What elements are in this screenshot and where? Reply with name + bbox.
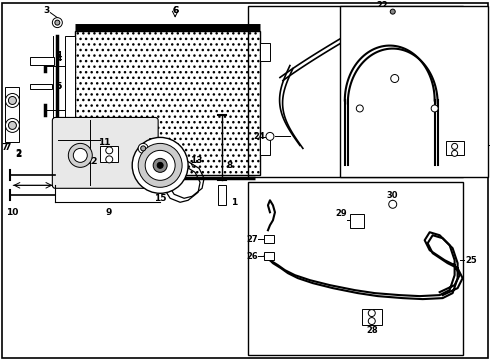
Bar bbox=[264, 252, 274, 260]
Circle shape bbox=[132, 138, 188, 193]
Text: 25: 25 bbox=[466, 256, 477, 265]
Circle shape bbox=[388, 6, 398, 17]
Text: 2: 2 bbox=[15, 149, 22, 158]
Text: 18: 18 bbox=[424, 98, 436, 107]
Circle shape bbox=[68, 143, 92, 167]
Circle shape bbox=[390, 9, 395, 14]
Text: 3: 3 bbox=[43, 6, 49, 15]
Bar bbox=[264, 235, 274, 243]
Text: 15: 15 bbox=[154, 194, 167, 203]
Circle shape bbox=[74, 148, 87, 162]
Circle shape bbox=[431, 105, 438, 112]
Text: 20: 20 bbox=[354, 98, 366, 107]
Text: 5: 5 bbox=[55, 82, 62, 91]
Bar bbox=[362, 309, 382, 325]
Circle shape bbox=[138, 143, 182, 187]
Bar bbox=[248, 6, 463, 177]
Circle shape bbox=[389, 200, 397, 208]
Text: 9: 9 bbox=[105, 208, 111, 217]
Text: 6: 6 bbox=[172, 6, 178, 15]
Bar bbox=[350, 214, 364, 228]
Bar bbox=[445, 141, 464, 156]
Circle shape bbox=[266, 132, 274, 140]
Circle shape bbox=[356, 105, 363, 112]
Text: 7: 7 bbox=[1, 143, 8, 152]
Bar bbox=[248, 182, 463, 355]
Circle shape bbox=[389, 28, 397, 37]
Circle shape bbox=[52, 18, 62, 28]
Text: 4: 4 bbox=[55, 54, 62, 63]
Circle shape bbox=[153, 158, 167, 172]
Circle shape bbox=[368, 318, 375, 325]
Text: 24: 24 bbox=[253, 132, 265, 141]
Circle shape bbox=[8, 121, 16, 129]
Text: 21: 21 bbox=[464, 18, 475, 27]
Circle shape bbox=[141, 146, 146, 151]
Bar bbox=[30, 57, 54, 64]
Text: 4: 4 bbox=[55, 51, 62, 60]
Text: 10: 10 bbox=[6, 208, 19, 217]
Text: 17: 17 bbox=[389, 64, 400, 73]
Circle shape bbox=[5, 118, 20, 132]
Circle shape bbox=[138, 143, 148, 153]
Text: 23: 23 bbox=[387, 38, 398, 47]
Text: 7: 7 bbox=[4, 143, 11, 152]
Bar bbox=[65, 36, 75, 170]
Text: 28: 28 bbox=[366, 325, 378, 334]
Bar bbox=[30, 84, 52, 90]
Circle shape bbox=[145, 150, 175, 180]
Text: 11: 11 bbox=[98, 138, 110, 147]
Circle shape bbox=[8, 96, 16, 104]
Circle shape bbox=[452, 150, 458, 156]
Text: 1: 1 bbox=[231, 198, 237, 207]
Bar bbox=[100, 147, 118, 162]
Circle shape bbox=[106, 147, 113, 154]
Bar bbox=[218, 185, 226, 205]
Text: 26: 26 bbox=[246, 252, 258, 261]
Text: 19: 19 bbox=[448, 156, 460, 165]
Text: 27: 27 bbox=[246, 235, 258, 244]
Circle shape bbox=[106, 156, 113, 163]
Text: 6: 6 bbox=[172, 6, 178, 15]
Bar bbox=[75, 31, 260, 175]
Text: 29: 29 bbox=[335, 209, 347, 218]
Circle shape bbox=[368, 310, 375, 316]
Bar bbox=[5, 87, 20, 143]
Text: 12: 12 bbox=[85, 157, 98, 166]
FancyBboxPatch shape bbox=[52, 117, 158, 188]
Circle shape bbox=[157, 162, 163, 168]
Circle shape bbox=[5, 94, 20, 107]
Circle shape bbox=[391, 75, 399, 82]
Text: 22: 22 bbox=[376, 1, 388, 10]
Bar bbox=[260, 42, 270, 60]
Text: 30: 30 bbox=[387, 191, 398, 200]
Text: 13: 13 bbox=[190, 156, 202, 165]
Circle shape bbox=[452, 143, 458, 149]
Text: 5: 5 bbox=[55, 82, 62, 91]
Text: 8: 8 bbox=[227, 161, 233, 170]
Bar bbox=[260, 138, 270, 156]
Text: 2: 2 bbox=[15, 150, 22, 159]
Text: 14: 14 bbox=[147, 138, 159, 147]
Text: 16: 16 bbox=[466, 141, 477, 150]
Bar bbox=[340, 6, 488, 177]
Circle shape bbox=[55, 20, 60, 25]
